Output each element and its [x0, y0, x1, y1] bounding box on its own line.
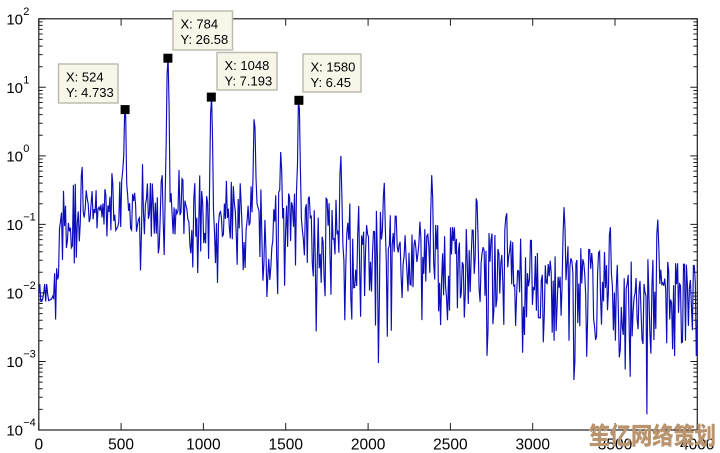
svg-text:10: 10 [6, 148, 23, 165]
svg-text:X: 1048: X: 1048 [225, 58, 270, 73]
svg-text:3000: 3000 [515, 437, 550, 453]
svg-text:−4: −4 [23, 417, 36, 429]
svg-text:0: 0 [34, 437, 43, 453]
svg-text:X: 784: X: 784 [181, 17, 219, 32]
svg-text:10: 10 [6, 217, 23, 234]
svg-text:1: 1 [23, 74, 29, 86]
svg-text:−3: −3 [23, 349, 36, 361]
svg-text:1500: 1500 [268, 437, 303, 453]
svg-text:Y: 7.193: Y: 7.193 [225, 74, 273, 89]
svg-text:10: 10 [6, 285, 23, 302]
svg-text:0: 0 [23, 143, 29, 155]
svg-text:10: 10 [6, 80, 23, 97]
svg-text:2: 2 [23, 6, 29, 18]
svg-text:−2: −2 [23, 280, 36, 292]
svg-text:10: 10 [6, 423, 23, 440]
svg-text:Y: 26.58: Y: 26.58 [181, 32, 229, 47]
svg-text:X: 524: X: 524 [66, 70, 104, 85]
svg-text:2000: 2000 [351, 437, 386, 453]
svg-text:500: 500 [108, 437, 134, 453]
svg-text:X: 1580: X: 1580 [311, 60, 356, 75]
svg-text:10: 10 [6, 354, 23, 371]
svg-text:Y: 4.733: Y: 4.733 [66, 85, 114, 100]
svg-text:−1: −1 [23, 211, 36, 223]
svg-text:10: 10 [6, 11, 23, 28]
svg-text:Y: 6.45: Y: 6.45 [311, 75, 351, 90]
svg-text:1000: 1000 [186, 437, 221, 453]
svg-text:2500: 2500 [433, 437, 468, 453]
